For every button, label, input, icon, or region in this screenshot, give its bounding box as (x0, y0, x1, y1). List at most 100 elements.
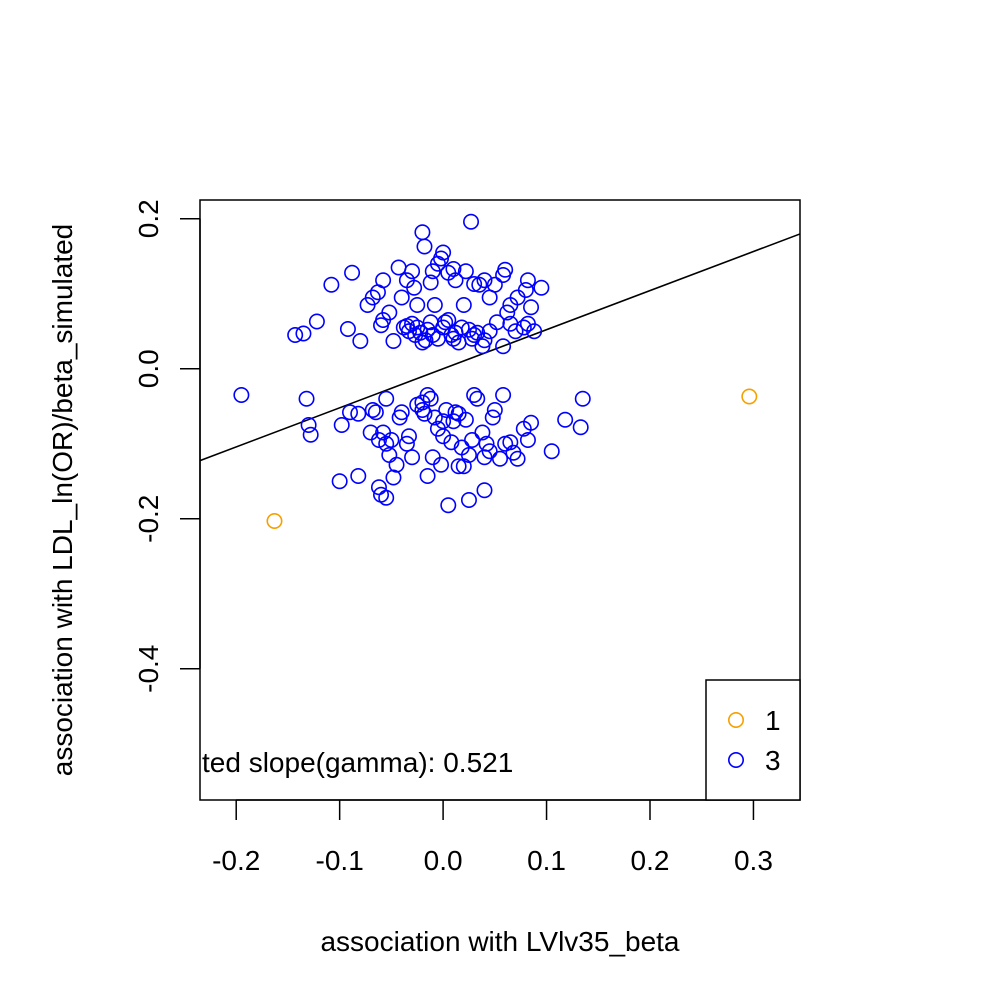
data-point-series-3 (443, 434, 460, 451)
data-point-series-3 (486, 401, 503, 418)
data-point-series-3 (515, 319, 532, 336)
data-point-series-3 (388, 456, 405, 473)
data-point-series-3 (414, 401, 431, 418)
data-point-series-3 (572, 419, 589, 436)
x-tick-label: 0.2 (631, 845, 670, 876)
data-point-series-3 (302, 426, 319, 443)
legend-label-series-1: 1 (765, 705, 781, 736)
data-point-series-3 (507, 323, 524, 340)
data-point-series-3 (440, 311, 457, 328)
data-point-series-3 (393, 289, 410, 306)
data-point-series-3 (523, 299, 540, 316)
data-point-series-3 (419, 467, 436, 484)
data-point-series-3 (484, 409, 501, 426)
legend: 1 3 (705, 679, 801, 801)
legend-box (705, 679, 801, 801)
data-point-series-3 (233, 386, 250, 403)
data-point-series-3 (331, 473, 348, 490)
data-point-series-3 (464, 431, 481, 448)
data-point-series-3 (341, 404, 358, 421)
data-point-series-3 (422, 390, 439, 407)
data-point-series-3 (308, 313, 325, 330)
data-point-series-3 (466, 275, 483, 292)
data-point-series-3 (287, 326, 304, 343)
data-point-series-3 (502, 434, 519, 451)
data-point-series-3 (385, 469, 402, 486)
data-point-series-3 (495, 386, 512, 403)
x-tick-label: 0.1 (527, 845, 566, 876)
y-tick-label: 0.2 (133, 199, 164, 238)
x-tick-label: 0.3 (734, 845, 773, 876)
data-point-series-3 (390, 259, 407, 276)
data-point-series-3 (419, 386, 436, 403)
data-point-series-3 (435, 244, 452, 261)
y-tick-label: -0.2 (133, 495, 164, 543)
data-point-series-3 (364, 401, 381, 418)
data-point-series-3 (398, 435, 415, 452)
data-point-series-3 (406, 279, 423, 296)
x-tick-label: 0.0 (424, 845, 463, 876)
data-point-series-3 (460, 321, 477, 338)
data-point-series-3 (416, 238, 433, 255)
data-point-series-3 (344, 264, 361, 281)
data-point-series-3 (352, 332, 369, 349)
data-point-series-3 (447, 272, 464, 289)
data-point-series-3 (574, 390, 591, 407)
data-point-series-1 (266, 512, 283, 529)
data-point-series-3 (433, 456, 450, 473)
data-point-series-3 (476, 332, 493, 349)
data-point-series-3 (424, 449, 441, 466)
x-axis-title: association with LVlv35_beta (320, 926, 679, 957)
data-point-series-3 (457, 411, 474, 428)
data-point-series-3 (499, 304, 516, 321)
data-point-series-3 (509, 450, 526, 467)
data-point-series-3 (364, 289, 381, 306)
data-point-series-3 (497, 261, 514, 278)
data-point-series-3 (378, 435, 395, 452)
data-point-series-3 (526, 323, 543, 340)
data-point-series-3 (393, 404, 410, 421)
data-point-series-3 (378, 489, 395, 506)
data-point-series-3 (378, 390, 395, 407)
data-point-series-3 (381, 304, 398, 321)
data-point-series-1 (741, 388, 758, 405)
slope-annotation: ted slope(gamma): 0.521 (202, 747, 513, 778)
data-point-series-3 (300, 416, 317, 433)
data-point-series-3 (491, 450, 508, 467)
data-point-series-3 (519, 431, 536, 448)
data-point-series-3 (404, 263, 421, 280)
data-point-series-3 (450, 458, 467, 475)
data-point-series-3 (370, 431, 387, 448)
data-point-series-3 (476, 272, 493, 289)
data-point-series-3 (478, 435, 495, 452)
data-point-series-3 (373, 317, 390, 334)
data-point-series-3 (463, 213, 480, 230)
data-point-series-3 (466, 386, 483, 403)
data-point-series-3 (440, 497, 457, 514)
data-point-series-3 (533, 279, 550, 296)
data-point-series-3 (367, 404, 384, 421)
data-point-series-3 (426, 409, 443, 426)
data-point-series-3 (350, 405, 367, 422)
data-point-series-3 (523, 414, 540, 431)
data-point-series-3 (517, 281, 534, 298)
data-point-series-3 (424, 326, 441, 343)
data-point-series-3 (457, 263, 474, 280)
data-point-series-3 (469, 390, 486, 407)
data-point-series-3 (460, 491, 477, 508)
legend-marker-series-1 (727, 711, 744, 728)
data-point-series-3 (385, 332, 402, 349)
data-point-series-3 (409, 296, 426, 313)
x-tick-label: -0.1 (316, 845, 364, 876)
data-point-series-3 (323, 276, 340, 293)
data-point-series-3 (414, 224, 431, 241)
data-point-series-3 (298, 390, 315, 407)
data-point-series-3 (333, 416, 350, 433)
data-point-series-3 (404, 315, 421, 332)
data-point-series-3 (476, 482, 493, 499)
data-point-series-3 (383, 431, 400, 448)
data-point-series-3 (435, 413, 452, 430)
data-point-series-3 (419, 321, 436, 338)
data-point-series-3 (375, 272, 392, 289)
data-point-series-3 (422, 274, 439, 291)
